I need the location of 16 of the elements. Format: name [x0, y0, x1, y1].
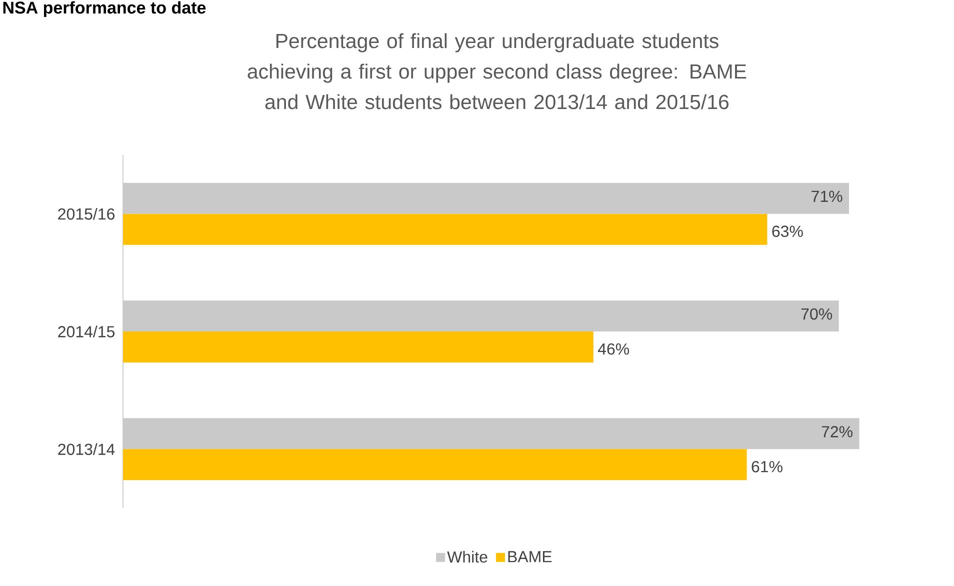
- legend-label: BAME: [508, 551, 552, 562]
- data-label: 46%: [598, 343, 630, 355]
- bar: [123, 449, 747, 480]
- y-tick-label: 2013/14: [58, 443, 115, 456]
- data-label: 63%: [772, 226, 803, 237]
- data-label: 72%: [822, 426, 852, 438]
- legend-label: White: [447, 550, 488, 563]
- data-label: 71%: [812, 190, 842, 202]
- chart-title: Percentage of final year undergraduate students achieving a first or upper second class degree: BAME and White students between 2013/14 and 2015/16: [248, 33, 746, 110]
- text: NSA performance to date: [3, 1, 206, 18]
- bar: [123, 214, 768, 245]
- y-tick-label: 2015/16: [58, 208, 114, 220]
- y-tick-label: 2014/15: [58, 326, 115, 338]
- data-label: 61%: [752, 461, 782, 472]
- data-label: 70%: [801, 308, 832, 320]
- bar: [123, 331, 594, 362]
